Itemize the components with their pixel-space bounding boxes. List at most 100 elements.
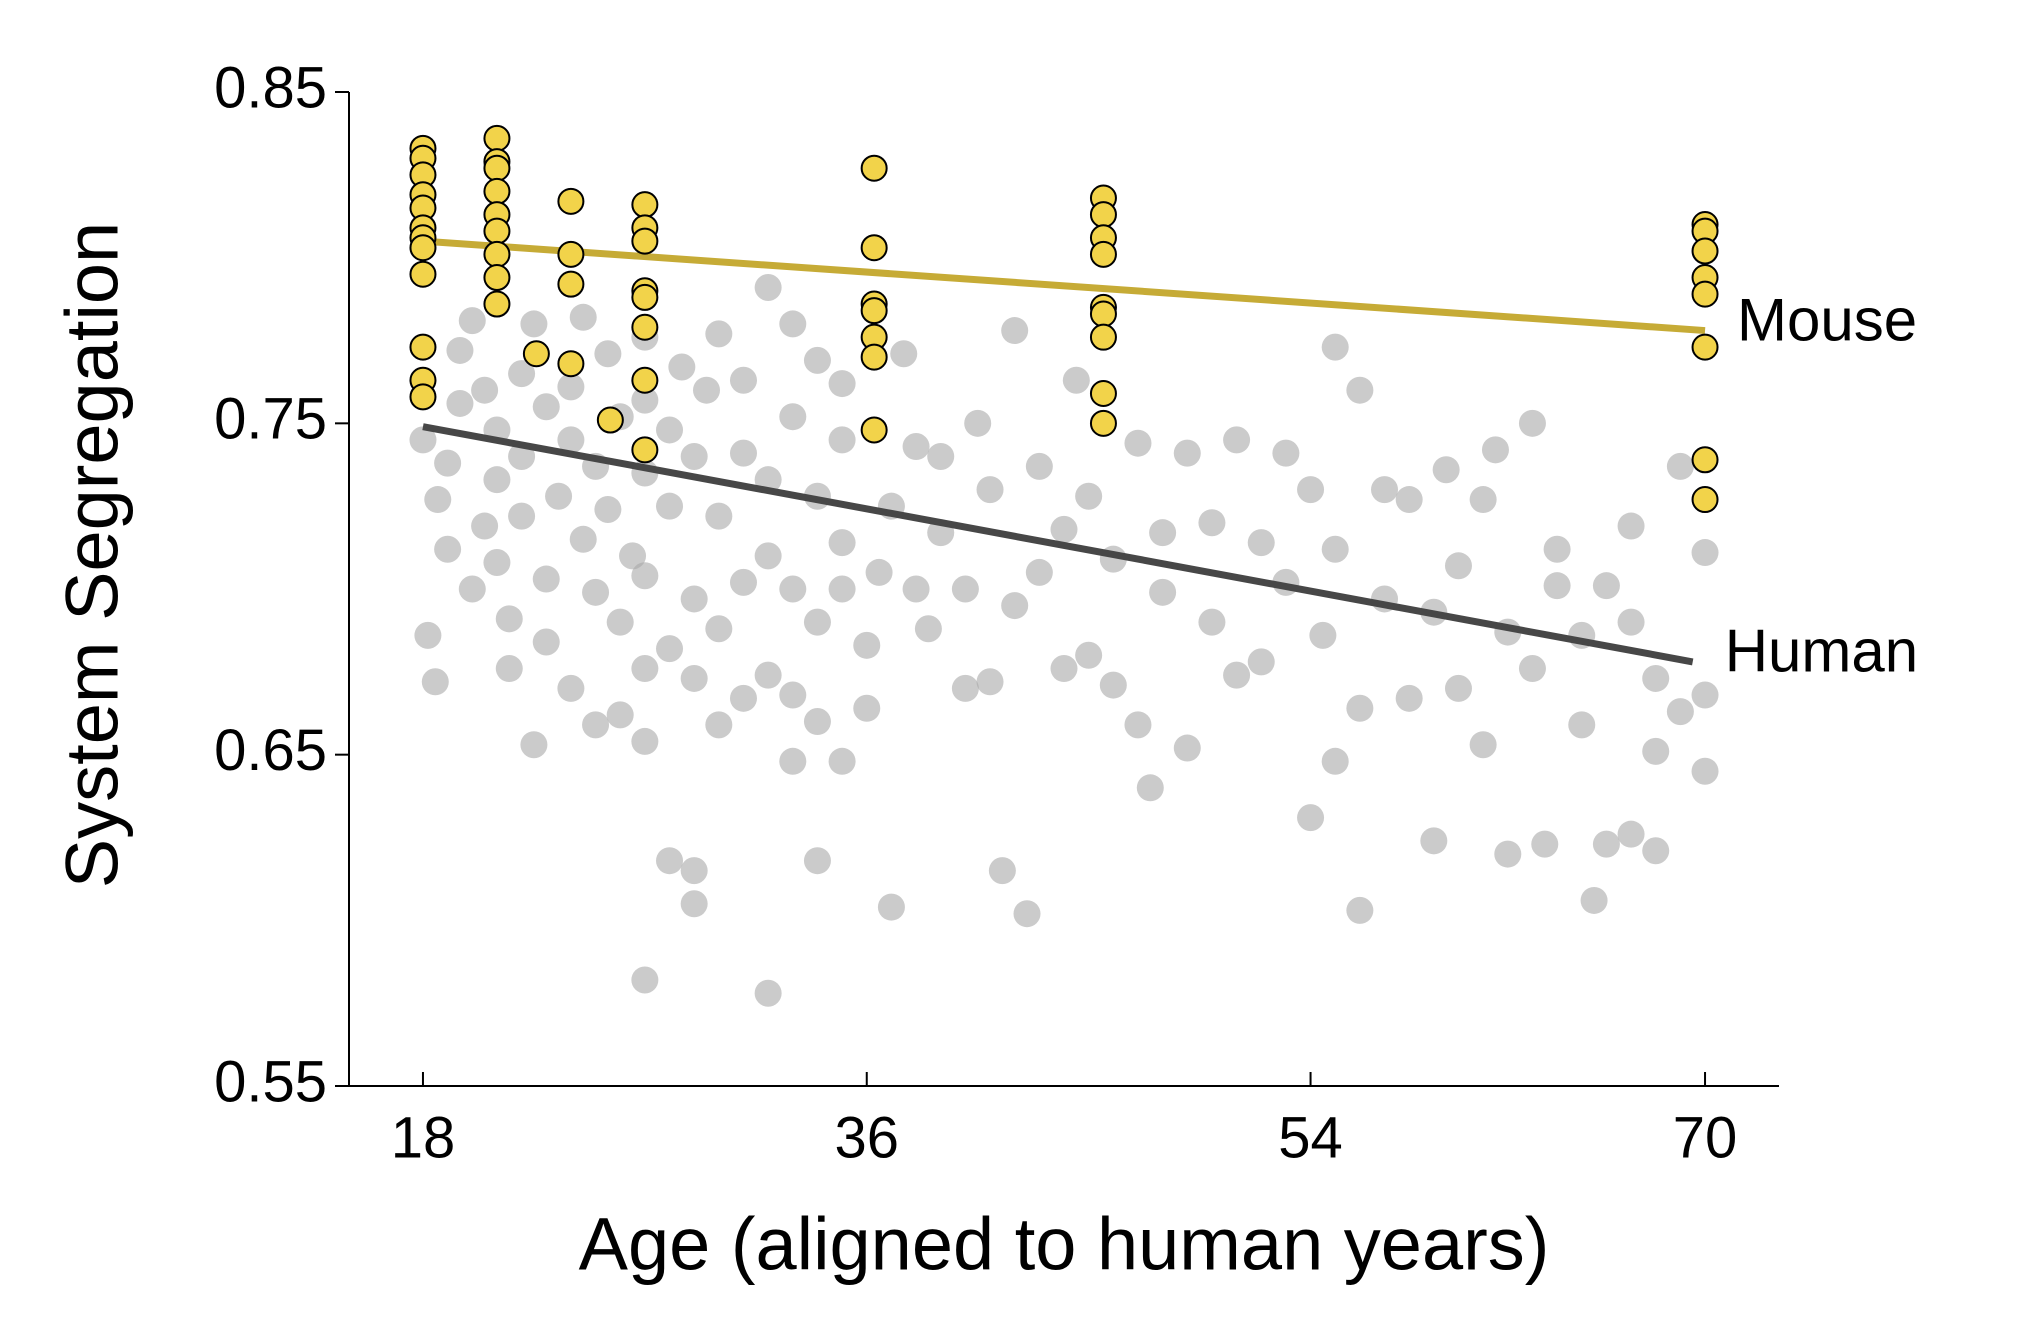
mouse-point (1691, 486, 1719, 514)
mouse-point (631, 191, 659, 219)
mouse-point (596, 406, 624, 434)
human-point (1543, 535, 1571, 563)
human-point (1444, 552, 1472, 580)
human-point (1050, 515, 1078, 543)
human-point (1346, 896, 1374, 924)
human-point (520, 310, 548, 338)
human-point (483, 466, 511, 494)
mouse-point (409, 234, 437, 262)
human-point (1297, 804, 1325, 832)
human-point (421, 668, 449, 696)
human-point (1124, 429, 1152, 457)
human-point (680, 890, 708, 918)
human-point (557, 426, 585, 454)
human-point (828, 575, 856, 603)
human-point (594, 340, 622, 368)
human-point (508, 360, 536, 388)
human-point (631, 966, 659, 994)
human-point (495, 605, 523, 633)
human-point (1444, 674, 1472, 702)
x-tick-label: 70 (1673, 1105, 1738, 1170)
x-tick-label: 18 (391, 1105, 456, 1170)
human-point (828, 370, 856, 398)
human-point (729, 366, 757, 394)
human-point (409, 426, 437, 454)
human-point (828, 426, 856, 454)
human-point (1395, 486, 1423, 514)
human-point (1346, 376, 1374, 404)
human-point (1321, 333, 1349, 361)
x-axis-title: Age (aligned to human years) (579, 1203, 1550, 1286)
human-point (865, 558, 893, 586)
mouse-point (1691, 237, 1719, 265)
human-point (1321, 747, 1349, 775)
human-point (803, 708, 831, 736)
human-point (446, 389, 474, 417)
mouse-point (1089, 323, 1117, 351)
human-point (1013, 900, 1041, 928)
y-tick-label: 0.55 (214, 1049, 327, 1114)
mouse-point (860, 343, 888, 371)
mouse-point (483, 154, 511, 182)
y-axis-title: System Segregation (51, 222, 134, 888)
human-point (1642, 664, 1670, 692)
human-point (471, 376, 499, 404)
human-point (1297, 476, 1325, 504)
fit-line (422, 237, 1706, 335)
mouse-point (631, 436, 659, 464)
human-point (1494, 840, 1522, 868)
human-point (631, 562, 659, 590)
human-point (532, 565, 560, 593)
human-point (1173, 734, 1201, 762)
human-point (1075, 641, 1103, 669)
human-point (569, 525, 597, 553)
human-point (1247, 648, 1275, 676)
mouse-point (1089, 240, 1117, 268)
mouse-point (409, 333, 437, 361)
human-point (606, 701, 634, 729)
mouse-point (483, 217, 511, 245)
mouse-point (1691, 280, 1719, 308)
mouse-point (631, 313, 659, 341)
mouse-point (1691, 333, 1719, 361)
y-tick-label: 0.75 (214, 387, 327, 452)
human-point (1124, 711, 1152, 739)
human-point (1321, 535, 1349, 563)
fit-line (422, 423, 1694, 666)
human-point (656, 847, 684, 875)
human-point (1481, 436, 1509, 464)
human-point (1617, 608, 1645, 636)
human-point (1543, 572, 1571, 600)
series-group (409, 124, 1719, 514)
human-point (1247, 529, 1275, 557)
fit-lines (422, 237, 1706, 666)
human-point (619, 542, 647, 570)
human-point (557, 373, 585, 401)
human-point (902, 575, 930, 603)
human-point (1062, 366, 1090, 394)
human-point (951, 575, 979, 603)
human-point (754, 273, 782, 301)
human-point (434, 535, 462, 563)
y-tick-label: 0.65 (214, 718, 327, 783)
human-point (1198, 608, 1226, 636)
human-point (1666, 452, 1694, 480)
human-point (951, 674, 979, 702)
human-point (1149, 578, 1177, 606)
human-point (803, 608, 831, 636)
human-point (779, 681, 807, 709)
mouse-point (557, 350, 585, 378)
human-point (1025, 452, 1053, 480)
human-point (1592, 830, 1620, 858)
mouse-point (860, 416, 888, 444)
human-point (705, 502, 733, 530)
human-point (1617, 512, 1645, 540)
human-point (754, 661, 782, 689)
mouse-point (409, 383, 437, 411)
human-point (557, 674, 585, 702)
human-point (976, 476, 1004, 504)
series-label: Human (1725, 618, 1918, 685)
mouse-point (860, 154, 888, 182)
human-point (902, 433, 930, 461)
